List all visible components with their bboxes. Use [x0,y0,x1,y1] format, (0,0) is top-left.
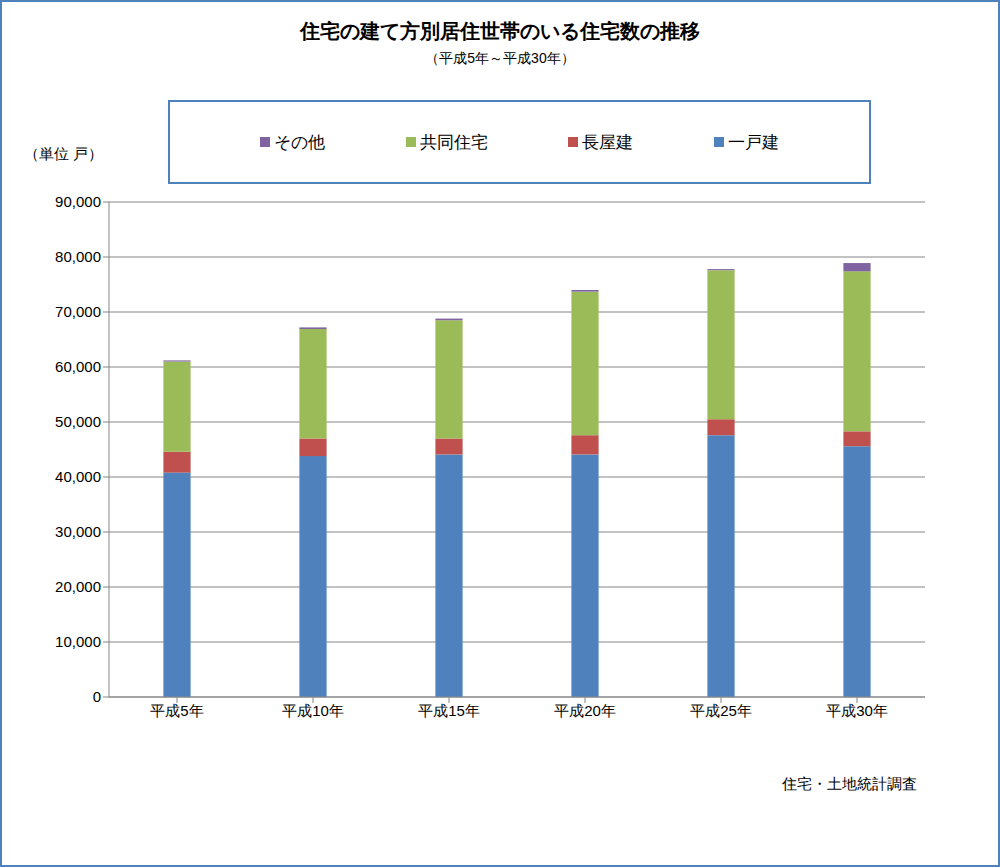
svg-text:平成5年: 平成5年 [150,702,203,719]
svg-text:平成30年: 平成30年 [826,702,888,719]
svg-text:60,000: 60,000 [55,358,101,375]
svg-text:10,000: 10,000 [55,633,101,650]
svg-text:90,000: 90,000 [55,193,101,210]
html-text:（単位 戸）: （単位 戸） [24,145,104,162]
svg-text:平成20年: 平成20年 [554,702,616,719]
html-text:住宅・土地統計調査: 住宅・土地統計調査 [782,775,917,792]
svg-text:0: 0 [93,688,101,705]
html-text:共同住宅: 共同住宅 [419,132,488,152]
svg-text:平成15年: 平成15年 [418,702,480,719]
html-text:（平成5年～平成30年）: （平成5年～平成30年） [425,50,575,66]
svg-text:20,000: 20,000 [55,578,101,595]
html-text:その他: その他 [274,132,326,152]
html-text:一戸建: 一戸建 [727,132,779,152]
svg-text:40,000: 40,000 [55,468,101,485]
html-text:住宅の建て方別居住世帯のいる住宅数の推移: 住宅の建て方別居住世帯のいる住宅数の推移 [300,20,700,42]
svg-text:70,000: 70,000 [55,303,101,320]
svg-text:30,000: 30,000 [55,523,101,540]
svg-text:平成25年: 平成25年 [690,702,752,719]
svg-text:80,000: 80,000 [55,248,101,265]
svg-text:50,000: 50,000 [55,413,101,430]
html-text:長屋建: 長屋建 [582,132,634,152]
svg-text:平成10年: 平成10年 [282,702,344,719]
